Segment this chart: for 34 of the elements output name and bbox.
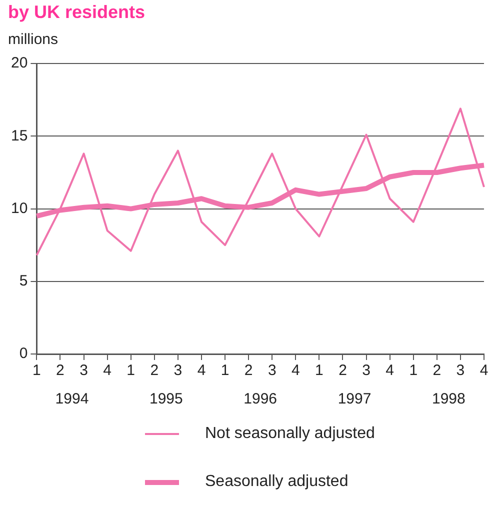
text: 1998 [432, 390, 466, 408]
legend-label: Not seasonally adjusted [205, 425, 375, 443]
text: 1996 [244, 390, 278, 408]
x-tick-label: 2 [150, 362, 159, 380]
x-tick-label: 4 [480, 362, 488, 380]
y-tick-label: 15 [10, 127, 28, 144]
y-tick-label: 5 [19, 272, 28, 290]
y-tick-label: 0 [19, 345, 28, 362]
x-tick-label: 3 [362, 362, 370, 380]
x-tick-label: 3 [174, 362, 182, 380]
x-tick-label: 4 [291, 362, 300, 380]
x-tick-label: 1 [409, 362, 418, 380]
x-tick-label: 2 [244, 362, 253, 380]
legend-label: Seasonally adjusted [205, 473, 348, 491]
x-tick-label: 4 [103, 362, 112, 380]
y-tick-label: 20 [10, 54, 28, 72]
y-tick-label: 10 [10, 200, 28, 217]
x-tick-label: 1 [220, 362, 230, 380]
x-tick-label: 1 [126, 362, 136, 380]
text: 1995 [149, 390, 183, 408]
x-tick-label: 2 [338, 362, 347, 380]
x-tick-label: 1 [315, 362, 324, 380]
text: 1997 [338, 390, 372, 408]
x-tick-label: 3 [268, 362, 276, 380]
x-tick-label: 3 [456, 362, 465, 380]
y-axis-title: millions [8, 31, 58, 48]
x-tick-label: 4 [386, 362, 394, 380]
x-tick-label: 4 [197, 362, 206, 380]
x-tick-label: 1 [32, 362, 41, 380]
x-tick-label: 2 [56, 362, 64, 380]
chart-title: by UK residents [8, 2, 146, 22]
x-tick-label: 3 [80, 362, 88, 380]
x-tick-label: 2 [432, 362, 442, 380]
text: 1994 [55, 390, 89, 408]
